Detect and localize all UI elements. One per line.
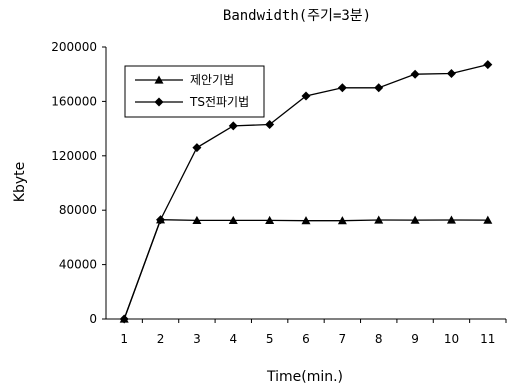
x-tick-label: 7 <box>339 332 347 346</box>
y-tick-label: 120000 <box>51 149 97 163</box>
x-ticks: 1 2 3 4 5 6 7 8 9 10 11 <box>120 319 507 346</box>
series-1-point <box>410 215 420 224</box>
legend: 제안기법 TS전파기법 <box>124 65 265 118</box>
series-1-point <box>301 216 311 225</box>
x-tick-label: 2 <box>157 332 165 346</box>
y-tick-label: 80000 <box>59 203 97 217</box>
y-tick-label: 0 <box>89 312 97 326</box>
series-2-point <box>337 83 347 93</box>
series-2-point <box>301 91 311 101</box>
series-2-point <box>374 83 384 93</box>
x-tick-label: 1 <box>120 332 128 346</box>
x-tick-label: 6 <box>302 332 310 346</box>
legend-box <box>124 65 265 118</box>
series-line-1 <box>123 219 488 320</box>
x-tick-label: 11 <box>480 332 495 346</box>
x-axis-label: Time(min.) <box>266 369 343 385</box>
axes <box>105 47 506 320</box>
chart-title: Bandwidth(주기=3분) <box>223 8 371 24</box>
series-markers <box>119 60 493 324</box>
legend-marker-1 <box>154 75 164 84</box>
y-tick-label: 160000 <box>51 94 97 108</box>
series-1-point <box>483 215 493 224</box>
series-1-point <box>192 215 202 224</box>
legend-marker-2 <box>154 97 164 107</box>
y-axis-label: Kbyte <box>12 162 28 202</box>
series-1-point <box>374 215 384 224</box>
series-1-point <box>228 215 238 224</box>
y-tick-label: 200000 <box>51 40 97 54</box>
x-tick-label: 3 <box>193 332 201 346</box>
series-2-point <box>483 60 493 70</box>
y-ticks: 0 40000 80000 120000 160000 200000 <box>51 40 106 326</box>
legend-label-1: 제안기법 <box>190 73 234 87</box>
series-2-point <box>156 215 166 225</box>
series-2-point <box>265 120 275 130</box>
x-tick-label: 10 <box>444 332 459 346</box>
series-1-point <box>337 216 347 225</box>
x-tick-label: 5 <box>266 332 274 346</box>
series-2-point <box>410 69 420 79</box>
series-2-point <box>119 314 129 324</box>
y-tick-label: 40000 <box>59 258 97 272</box>
series-2-point <box>446 69 456 79</box>
series-2-point <box>228 121 238 131</box>
x-tick-label: 8 <box>375 332 383 346</box>
legend-label-2: TS전파기법 <box>189 95 249 109</box>
series-2-point <box>192 143 202 153</box>
x-tick-label: 4 <box>229 332 237 346</box>
series-1-point <box>265 215 275 224</box>
x-tick-label: 9 <box>411 332 419 346</box>
series-1-point <box>446 215 456 224</box>
